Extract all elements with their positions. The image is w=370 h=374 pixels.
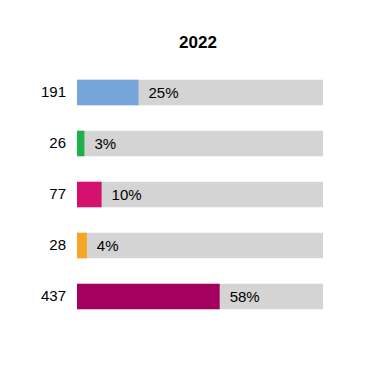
track [77,131,323,157]
tick-label: 28 [49,236,66,253]
bar [77,233,87,259]
data-label: 3% [94,135,116,152]
data-label: 25% [149,84,179,101]
bar [77,182,102,208]
track [77,284,323,310]
tick: 191 [41,83,66,100]
data-label: 58% [230,288,260,305]
bar [77,80,139,106]
track [77,80,323,106]
tick-label: 437 [41,287,66,304]
title: 2022 [179,33,217,52]
bar [77,284,220,310]
tick-label: 26 [49,134,66,151]
track [77,233,323,259]
data-label: 4% [97,237,119,254]
bar [77,131,84,157]
tick: 26 [49,134,66,151]
plot-area [77,80,323,310]
tick: 77 [49,185,66,202]
data-label: 10% [112,186,142,203]
tick-label: 77 [49,185,66,202]
track [77,182,323,208]
y-axis: 191 26 77 28 437 [41,83,66,304]
tick-label: 191 [41,83,66,100]
chart: 2022 191 26 77 28 437 25% 3% 10% 4% 58% [0,0,370,374]
tick: 28 [49,236,66,253]
data-labels: 25% 3% 10% 4% 58% [94,84,259,305]
tick: 437 [41,287,66,304]
